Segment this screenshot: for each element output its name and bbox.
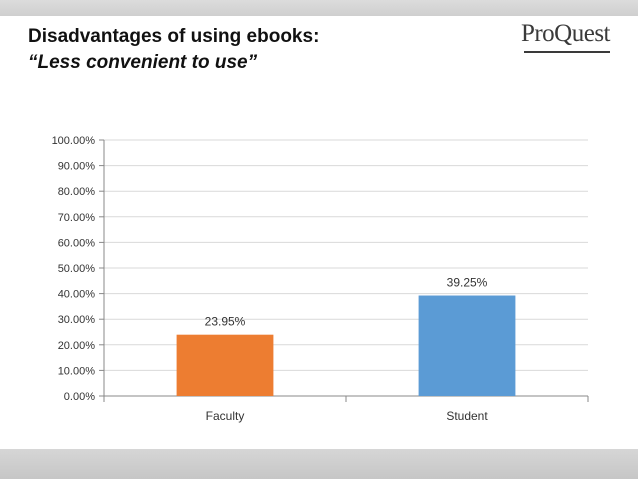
slide-title: Disadvantages of using ebooks: [28,26,320,47]
y-tick-label: 30.00% [58,314,96,326]
slide-subtitle: “Less convenient to use” [28,52,258,73]
data-label-student: 39.25% [447,276,488,290]
labels: 0.00% 10.00% 20.00% 30.00% 40.00% 50.00% 60.00… [52,135,489,423]
bottom-decorative-band [0,449,638,479]
logo-underline [524,51,610,53]
y-tick-label: 20.00% [58,340,96,352]
bars [176,295,516,396]
y-tick-label: 100.00% [52,135,96,147]
y-tick-label: 90.00% [58,161,96,173]
bar-faculty [176,334,274,396]
x-category-label: Faculty [206,409,245,423]
data-label-faculty: 23.95% [205,315,246,329]
top-decorative-band [0,0,638,16]
proquest-logo: ProQuest [520,20,611,47]
y-tick-label: 0.00% [64,391,95,403]
y-tick-label: 10.00% [58,365,96,377]
x-category-label: Student [446,409,488,423]
y-tick-label: 50.00% [58,263,96,275]
y-tick-label: 80.00% [58,186,96,198]
y-tick-label: 60.00% [58,237,96,249]
y-tick-label: 40.00% [58,289,96,301]
y-tick-label: 70.00% [58,212,96,224]
bar-student [418,295,516,396]
